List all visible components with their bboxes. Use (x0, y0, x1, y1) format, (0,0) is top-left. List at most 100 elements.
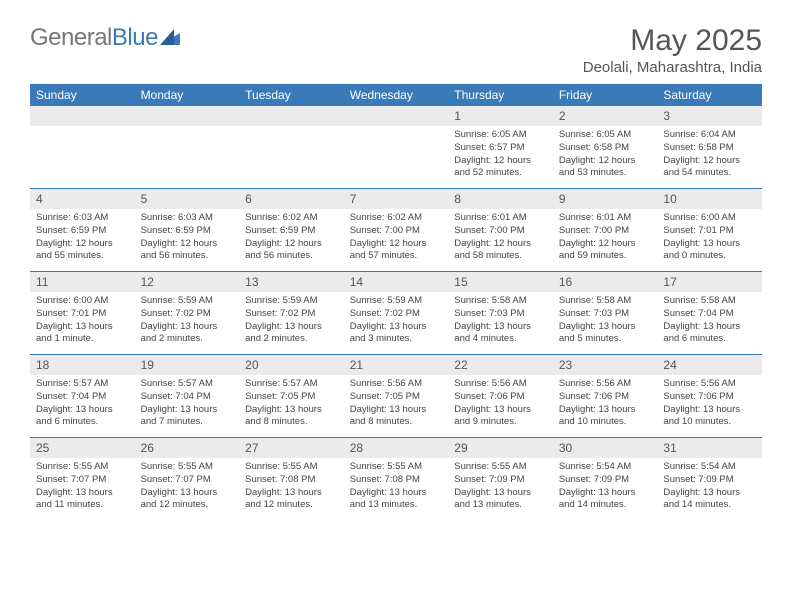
sunset-text: Sunset: 7:01 PM (36, 308, 129, 321)
daylight-text: Daylight: 13 hours and 1 minute. (36, 321, 129, 347)
day-cell: 8Sunrise: 6:01 AMSunset: 7:00 PMDaylight… (448, 189, 553, 271)
sunrise-text: Sunrise: 5:59 AM (141, 295, 234, 308)
daylight-text: Daylight: 12 hours and 57 minutes. (350, 238, 443, 264)
day-cell: 19Sunrise: 5:57 AMSunset: 7:04 PMDayligh… (135, 355, 240, 437)
sunrise-text: Sunrise: 6:00 AM (663, 212, 756, 225)
day-info: Sunrise: 6:04 AMSunset: 6:58 PMDaylight:… (657, 126, 762, 184)
sunrise-text: Sunrise: 6:01 AM (559, 212, 652, 225)
weekday-cell: Saturday (657, 84, 762, 106)
day-cell: 7Sunrise: 6:02 AMSunset: 7:00 PMDaylight… (344, 189, 449, 271)
sunrise-text: Sunrise: 5:54 AM (663, 461, 756, 474)
week-row: 18Sunrise: 5:57 AMSunset: 7:04 PMDayligh… (30, 354, 762, 437)
day-info: Sunrise: 5:59 AMSunset: 7:02 PMDaylight:… (135, 292, 240, 350)
daylight-text: Daylight: 12 hours and 53 minutes. (559, 155, 652, 181)
day-cell: 14Sunrise: 5:59 AMSunset: 7:02 PMDayligh… (344, 272, 449, 354)
day-info: Sunrise: 6:02 AMSunset: 7:00 PMDaylight:… (344, 209, 449, 267)
day-cell: 31Sunrise: 5:54 AMSunset: 7:09 PMDayligh… (657, 438, 762, 520)
weekday-cell: Wednesday (344, 84, 449, 106)
sunrise-text: Sunrise: 6:04 AM (663, 129, 756, 142)
sunset-text: Sunset: 7:04 PM (141, 391, 234, 404)
day-info: Sunrise: 5:55 AMSunset: 7:07 PMDaylight:… (30, 458, 135, 516)
sunset-text: Sunset: 7:02 PM (350, 308, 443, 321)
sunrise-text: Sunrise: 6:02 AM (350, 212, 443, 225)
daylight-text: Daylight: 12 hours and 52 minutes. (454, 155, 547, 181)
day-info: Sunrise: 6:01 AMSunset: 7:00 PMDaylight:… (553, 209, 658, 267)
empty-day-header (135, 106, 240, 126)
daylight-text: Daylight: 13 hours and 2 minutes. (141, 321, 234, 347)
day-number: 5 (135, 189, 240, 209)
day-number: 22 (448, 355, 553, 375)
day-number: 30 (553, 438, 658, 458)
month-title: May 2025 (583, 24, 762, 57)
day-cell: 5Sunrise: 6:03 AMSunset: 6:59 PMDaylight… (135, 189, 240, 271)
day-info: Sunrise: 6:02 AMSunset: 6:59 PMDaylight:… (239, 209, 344, 267)
day-number: 9 (553, 189, 658, 209)
sunrise-text: Sunrise: 6:00 AM (36, 295, 129, 308)
sunrise-text: Sunrise: 5:56 AM (663, 378, 756, 391)
sunrise-text: Sunrise: 5:54 AM (559, 461, 652, 474)
day-number: 29 (448, 438, 553, 458)
day-info: Sunrise: 5:58 AMSunset: 7:03 PMDaylight:… (448, 292, 553, 350)
daylight-text: Daylight: 13 hours and 8 minutes. (245, 404, 338, 430)
day-info: Sunrise: 6:00 AMSunset: 7:01 PMDaylight:… (30, 292, 135, 350)
day-info: Sunrise: 5:55 AMSunset: 7:09 PMDaylight:… (448, 458, 553, 516)
daylight-text: Daylight: 13 hours and 8 minutes. (350, 404, 443, 430)
day-number: 3 (657, 106, 762, 126)
day-number: 25 (30, 438, 135, 458)
day-cell: 30Sunrise: 5:54 AMSunset: 7:09 PMDayligh… (553, 438, 658, 520)
weekday-cell: Friday (553, 84, 658, 106)
day-cell: 9Sunrise: 6:01 AMSunset: 7:00 PMDaylight… (553, 189, 658, 271)
sunset-text: Sunset: 7:00 PM (559, 225, 652, 238)
daylight-text: Daylight: 13 hours and 13 minutes. (454, 487, 547, 513)
day-number: 4 (30, 189, 135, 209)
day-cell: 29Sunrise: 5:55 AMSunset: 7:09 PMDayligh… (448, 438, 553, 520)
day-info: Sunrise: 5:56 AMSunset: 7:06 PMDaylight:… (553, 375, 658, 433)
logo-text: GeneralBlue (30, 24, 158, 52)
sunrise-text: Sunrise: 5:56 AM (454, 378, 547, 391)
day-info: Sunrise: 5:59 AMSunset: 7:02 PMDaylight:… (344, 292, 449, 350)
daylight-text: Daylight: 13 hours and 3 minutes. (350, 321, 443, 347)
sunset-text: Sunset: 6:57 PM (454, 142, 547, 155)
sunrise-text: Sunrise: 5:55 AM (141, 461, 234, 474)
day-cell: 24Sunrise: 5:56 AMSunset: 7:06 PMDayligh… (657, 355, 762, 437)
daylight-text: Daylight: 13 hours and 12 minutes. (141, 487, 234, 513)
day-number: 14 (344, 272, 449, 292)
day-number: 11 (30, 272, 135, 292)
day-number: 8 (448, 189, 553, 209)
daylight-text: Daylight: 13 hours and 5 minutes. (559, 321, 652, 347)
daylight-text: Daylight: 13 hours and 13 minutes. (350, 487, 443, 513)
day-number: 15 (448, 272, 553, 292)
daylight-text: Daylight: 13 hours and 11 minutes. (36, 487, 129, 513)
sunset-text: Sunset: 7:02 PM (141, 308, 234, 321)
sunset-text: Sunset: 7:00 PM (454, 225, 547, 238)
sunset-text: Sunset: 7:07 PM (36, 474, 129, 487)
day-info: Sunrise: 6:05 AMSunset: 6:58 PMDaylight:… (553, 126, 658, 184)
day-cell: 21Sunrise: 5:56 AMSunset: 7:05 PMDayligh… (344, 355, 449, 437)
sunset-text: Sunset: 7:04 PM (663, 308, 756, 321)
daylight-text: Daylight: 12 hours and 58 minutes. (454, 238, 547, 264)
day-info: Sunrise: 5:54 AMSunset: 7:09 PMDaylight:… (553, 458, 658, 516)
daylight-text: Daylight: 12 hours and 56 minutes. (141, 238, 234, 264)
day-info: Sunrise: 6:03 AMSunset: 6:59 PMDaylight:… (135, 209, 240, 267)
day-number: 10 (657, 189, 762, 209)
sunset-text: Sunset: 7:08 PM (350, 474, 443, 487)
day-info: Sunrise: 5:54 AMSunset: 7:09 PMDaylight:… (657, 458, 762, 516)
sunset-text: Sunset: 7:03 PM (454, 308, 547, 321)
day-cell: 22Sunrise: 5:56 AMSunset: 7:06 PMDayligh… (448, 355, 553, 437)
day-cell (30, 106, 135, 188)
day-cell: 20Sunrise: 5:57 AMSunset: 7:05 PMDayligh… (239, 355, 344, 437)
day-number: 26 (135, 438, 240, 458)
day-number: 6 (239, 189, 344, 209)
day-cell: 17Sunrise: 5:58 AMSunset: 7:04 PMDayligh… (657, 272, 762, 354)
sunset-text: Sunset: 7:05 PM (350, 391, 443, 404)
weekday-cell: Sunday (30, 84, 135, 106)
weekday-cell: Monday (135, 84, 240, 106)
week-row: 1Sunrise: 6:05 AMSunset: 6:57 PMDaylight… (30, 106, 762, 188)
day-cell: 4Sunrise: 6:03 AMSunset: 6:59 PMDaylight… (30, 189, 135, 271)
day-cell: 27Sunrise: 5:55 AMSunset: 7:08 PMDayligh… (239, 438, 344, 520)
sunrise-text: Sunrise: 5:55 AM (245, 461, 338, 474)
sunset-text: Sunset: 7:06 PM (559, 391, 652, 404)
sunset-text: Sunset: 6:58 PM (663, 142, 756, 155)
sunrise-text: Sunrise: 5:55 AM (36, 461, 129, 474)
day-number: 31 (657, 438, 762, 458)
